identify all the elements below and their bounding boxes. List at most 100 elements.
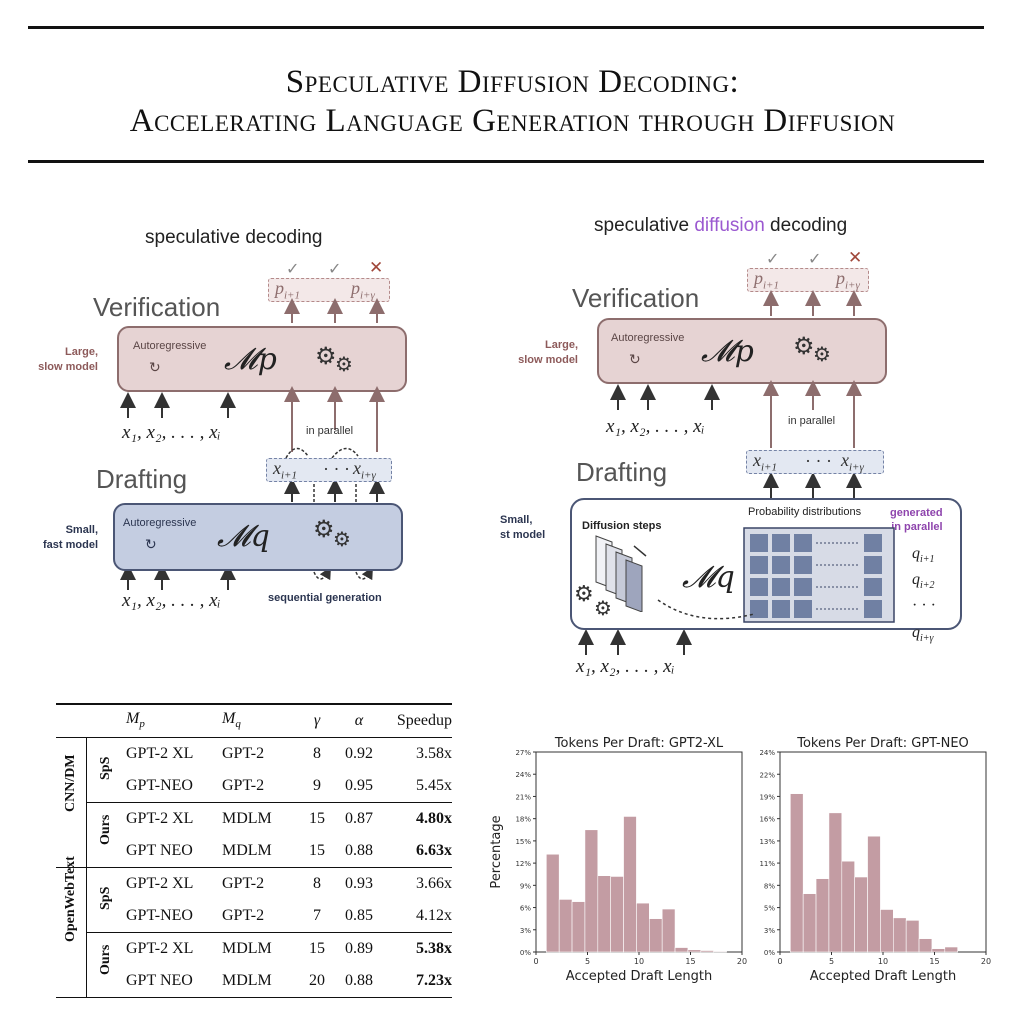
gear-icon: ⚙ bbox=[313, 515, 335, 543]
small-model-label: Small, st model bbox=[500, 514, 546, 541]
cell-speedup: 3.58x bbox=[416, 744, 452, 762]
x-dots: · · · bbox=[323, 459, 350, 479]
drafter-model-box: Autoregressive 𝓜q ↻ ⚙ ⚙ bbox=[113, 503, 403, 571]
y-axis-label: Percentage bbox=[489, 815, 504, 888]
loop-icon: ↻ bbox=[629, 352, 641, 368]
cell-mp: GPT-2 XL bbox=[126, 939, 194, 957]
results-table: Mp Mq γ α Speedup CNN/DM SpS GPT-2 XL GPT-2… bbox=[56, 705, 452, 998]
ar-label: Autoregressive bbox=[123, 517, 197, 529]
dataset-label: OpenWebText bbox=[56, 856, 87, 997]
cell-alpha: 0.88 bbox=[345, 841, 373, 859]
histogram-bar bbox=[636, 902, 650, 953]
method-label: SpS bbox=[98, 886, 114, 910]
cell-gamma: 15 bbox=[309, 809, 325, 827]
cell-gamma: 8 bbox=[313, 874, 321, 892]
x-token-box: xi+1 · · · xi+γ bbox=[746, 450, 884, 474]
histogram-bar bbox=[558, 899, 573, 953]
x-tick-label: 10 bbox=[634, 957, 644, 966]
x-tick-label: 0 bbox=[533, 957, 538, 966]
gear-icon: ⚙ bbox=[574, 582, 594, 607]
cell-gamma: 15 bbox=[309, 841, 325, 859]
input-sequence-top: x₁, x₂, . . . , xᵢ bbox=[606, 416, 705, 437]
cell-alpha: 0.85 bbox=[345, 906, 373, 924]
in-parallel-label: in parallel bbox=[788, 415, 836, 427]
p-first: p bbox=[275, 278, 284, 298]
cell-alpha: 0.88 bbox=[345, 971, 373, 989]
cell-alpha: 0.87 bbox=[345, 809, 373, 827]
y-tick-label: 12% bbox=[515, 860, 531, 868]
histogram-bar bbox=[905, 920, 920, 953]
sequential-generation-label: sequential generation bbox=[268, 592, 382, 604]
cell-alpha: 0.95 bbox=[345, 776, 373, 794]
cell-gamma: 20 bbox=[309, 971, 325, 989]
table-row: GPT-NEO GPT-2 9 0.95 5.45x bbox=[56, 770, 452, 802]
chart-title: Tokens Per Draft: GPT2-XL bbox=[554, 736, 724, 751]
cell-mq: GPT-2 bbox=[222, 906, 265, 924]
cell-speedup: 5.38x bbox=[416, 939, 452, 957]
table-row: OpenWebText SpS GPT-2 XL GPT-2 8 0.93 3.66x bbox=[56, 856, 452, 997]
q-label: · · · bbox=[912, 597, 936, 615]
table-row: GPT NEO MDLM 15 0.88 6.63x bbox=[56, 835, 452, 867]
histogram-bar bbox=[828, 812, 843, 953]
p-token-box: pi+1 pi+γ bbox=[747, 268, 869, 292]
gear-icon: ⚙ bbox=[594, 596, 612, 620]
cell-speedup: 6.63x bbox=[416, 841, 452, 859]
gear-icon: ⚙ bbox=[315, 342, 337, 370]
header-mq: Mq bbox=[222, 710, 241, 731]
paper-title-line1: Speculative Diffusion Decoding: bbox=[285, 64, 740, 100]
cell-speedup: 5.45x bbox=[416, 776, 452, 794]
gear-icon: ⚙ bbox=[333, 527, 351, 551]
verification-label: Verification bbox=[572, 283, 700, 313]
cross-icon: ✕ bbox=[848, 248, 863, 268]
histogram-bar bbox=[713, 950, 727, 953]
histogram-bar bbox=[623, 816, 637, 953]
header-mp: Mp bbox=[126, 710, 145, 731]
loop-icon: ↻ bbox=[149, 360, 161, 376]
small-model-label: Small, fast model bbox=[42, 524, 98, 551]
y-tick-label: 21% bbox=[515, 793, 531, 801]
model-q: 𝓜q bbox=[682, 560, 735, 595]
y-tick-label: 24% bbox=[759, 749, 775, 757]
cell-mp: GPT-NEO bbox=[126, 906, 193, 924]
histogram-bar bbox=[571, 901, 586, 953]
histogram-bar bbox=[892, 917, 907, 953]
y-tick-label: 18% bbox=[515, 816, 531, 824]
check-icon: ✓ bbox=[808, 249, 822, 268]
histogram-bar bbox=[597, 875, 611, 953]
y-tick-label: 3% bbox=[764, 927, 775, 935]
gear-icon: ⚙ bbox=[813, 342, 831, 366]
x-axis-label: Accepted Draft Length bbox=[566, 969, 712, 984]
x-tick-label: 0 bbox=[777, 957, 782, 966]
cell-mq: GPT-2 bbox=[222, 744, 265, 762]
histogram-bar bbox=[931, 948, 946, 953]
drafting-label: Drafting bbox=[576, 457, 668, 487]
histogram-bar bbox=[789, 793, 804, 953]
cell-speedup: 4.12x bbox=[416, 906, 452, 924]
y-tick-label: 19% bbox=[759, 793, 775, 801]
table-row: Ours GPT-2 XL MDLM 15 0.89 5.38x bbox=[56, 932, 452, 975]
table-body: CNN/DM SpS GPT-2 XL GPT-2 8 0.92 3.58x GPT-NEO G… bbox=[56, 737, 452, 997]
prob-dist-label: Probability distributions bbox=[748, 506, 862, 518]
cell-speedup: 7.23x bbox=[416, 971, 452, 989]
x-last-sub: i+γ bbox=[361, 469, 376, 482]
results-table-wrap: Mp Mq γ α Speedup CNN/DM SpS GPT-2 XL GPT-2… bbox=[56, 703, 452, 998]
cell-alpha: 0.93 bbox=[345, 874, 373, 892]
header-alpha: α bbox=[354, 711, 364, 729]
q-label: qi+1 bbox=[912, 545, 935, 566]
left-figure-title: speculative decoding bbox=[145, 227, 323, 248]
histogram-bar bbox=[854, 876, 868, 953]
histogram-bar bbox=[610, 876, 624, 953]
p-last: p bbox=[351, 278, 360, 298]
y-tick-label: 16% bbox=[759, 816, 775, 824]
table-header-row: Mp Mq γ α Speedup bbox=[56, 705, 452, 737]
histogram-bar bbox=[880, 909, 894, 953]
table-row: CNN/DM SpS GPT-2 XL GPT-2 8 0.92 3.58x bbox=[56, 737, 452, 867]
diffusion-drafter-box: Diffusion steps Probability distribution… bbox=[570, 498, 962, 644]
cell-alpha: 0.89 bbox=[345, 939, 373, 957]
header-gamma: γ bbox=[313, 711, 321, 729]
q-labels: qi+1 qi+2 · · · qi+γ bbox=[912, 544, 936, 649]
y-tick-label: 0% bbox=[520, 949, 531, 957]
x-last: x bbox=[353, 458, 361, 478]
y-tick-label: 6% bbox=[520, 905, 531, 913]
diffusion-word: diffusion bbox=[694, 215, 765, 236]
